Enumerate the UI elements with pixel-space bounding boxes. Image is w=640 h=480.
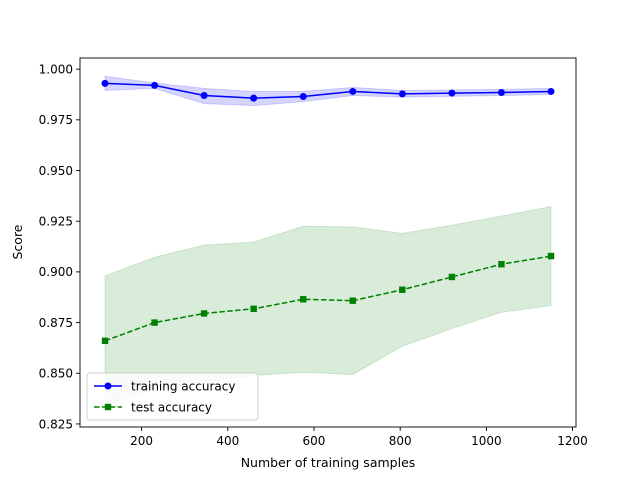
test-accuracy-point — [300, 296, 307, 303]
y-axis-ticks: 0.825 0.850 0.875 0.900 0.925 0.950 0.975 1.000 — [39, 62, 80, 431]
x-axis-ticks: 200 400 600 800 1000 1200 — [130, 427, 588, 448]
legend-training-accuracy-marker — [104, 382, 112, 390]
test-accuracy-point — [547, 252, 555, 260]
test-accuracy-point — [250, 305, 257, 312]
x-tick-label: 200 — [130, 434, 153, 448]
legend-training-accuracy-label: training accuracy — [131, 379, 235, 393]
series-lines — [104, 82, 552, 342]
y-tick-label: 0.950 — [39, 164, 73, 178]
confidence-bands — [104, 75, 552, 407]
y-tick-label: 0.825 — [39, 417, 73, 431]
y-tick-label: 0.875 — [39, 316, 73, 330]
x-tick-label: 600 — [303, 434, 326, 448]
y-axis-label: Score — [10, 224, 25, 259]
training-accuracy-point — [299, 93, 307, 101]
training-accuracy-point — [101, 79, 109, 87]
test-accuracy-point — [200, 310, 208, 317]
x-tick-label: 400 — [216, 434, 239, 448]
x-axis-label: Number of training samples — [241, 455, 416, 470]
training-accuracy-point — [497, 88, 505, 96]
y-tick-label: 0.975 — [39, 113, 73, 127]
plot-frame — [79, 57, 577, 428]
training-accuracy-line — [104, 82, 552, 99]
test-accuracy-point — [349, 297, 356, 304]
test-accuracy-point — [151, 319, 158, 326]
series-markers — [101, 79, 555, 345]
training-accuracy-point — [448, 89, 456, 97]
x-tick-label: 800 — [389, 434, 412, 448]
training-accuracy-point — [200, 92, 208, 100]
test-accuracy-line — [104, 255, 552, 342]
y-tick-label: 0.900 — [39, 265, 73, 279]
y-tick-label: 1.000 — [39, 62, 73, 76]
x-tick-label: 1200 — [557, 434, 588, 448]
training-accuracy-point — [151, 81, 159, 89]
test-accuracy-point — [101, 337, 109, 345]
test-accuracy-point — [399, 286, 406, 293]
legend: training accuracy test accuracy — [86, 372, 259, 421]
test-accuracy-point — [498, 260, 505, 268]
legend-test-accuracy-label: test accuracy — [131, 400, 212, 414]
training-accuracy-point — [349, 87, 357, 95]
training-accuracy-point — [547, 87, 555, 95]
y-tick-label: 0.925 — [39, 215, 73, 229]
legend-test-accuracy-marker — [104, 403, 112, 411]
y-tick-label: 0.850 — [39, 367, 73, 381]
x-tick-label: 1000 — [471, 434, 502, 448]
legend-box — [86, 372, 259, 421]
training-accuracy-point — [250, 94, 258, 102]
training-accuracy-point — [398, 90, 406, 98]
test-accuracy-point — [448, 273, 456, 281]
